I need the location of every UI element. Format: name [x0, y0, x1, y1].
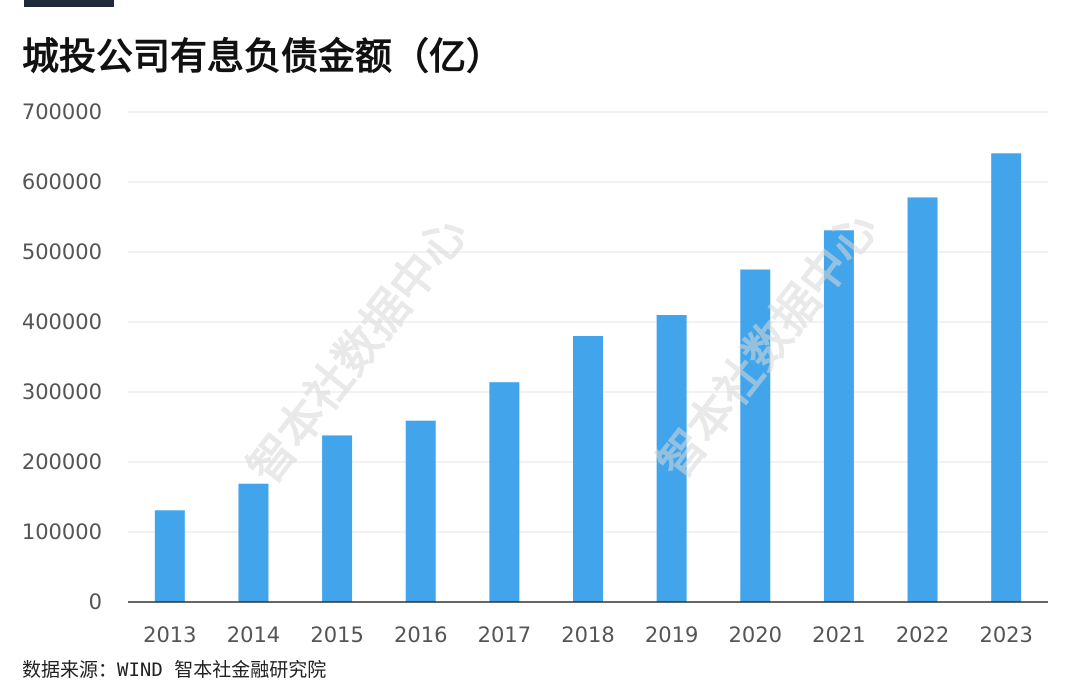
x-tick-label: 2018	[561, 623, 614, 647]
y-tick-label: 0	[89, 590, 102, 614]
y-tick-label: 300000	[22, 380, 102, 404]
bar-2014	[238, 483, 269, 602]
x-tick-label: 2016	[394, 623, 447, 647]
x-tick-label: 2013	[143, 623, 196, 647]
x-tick-label: 2014	[227, 623, 280, 647]
x-tick-label: 2022	[896, 623, 949, 647]
bar-2020	[740, 269, 771, 602]
bar-2023	[991, 153, 1022, 603]
chart-title: 城投公司有息负债金额（亿）	[22, 35, 503, 78]
bar-2022	[907, 197, 938, 602]
y-tick-label: 600000	[22, 170, 102, 194]
bar-2013	[154, 510, 185, 602]
bar-2018	[573, 336, 603, 602]
title-accent-bar	[24, 0, 114, 7]
x-tick-label: 2015	[310, 623, 363, 647]
bar-2017	[489, 382, 520, 602]
bar-2016	[405, 420, 436, 602]
x-tick-label: 2017	[478, 623, 531, 647]
y-tick-label: 200000	[22, 450, 102, 474]
y-tick-label: 700000	[22, 100, 102, 124]
y-tick-label: 400000	[22, 310, 102, 334]
data-source-note: 数据来源：WIND 智本社金融研究院	[22, 659, 327, 681]
watermark-text: 智本社数据中心	[237, 207, 478, 494]
bar-2021	[823, 230, 854, 603]
bar-2015	[322, 435, 353, 602]
y-tick-label: 100000	[22, 520, 102, 544]
x-tick-label: 2020	[729, 623, 782, 647]
x-tick-label: 2023	[979, 623, 1032, 647]
bar-2019	[656, 315, 687, 602]
x-tick-label: 2019	[645, 623, 698, 647]
x-tick-label: 2021	[812, 623, 865, 647]
y-tick-label: 500000	[22, 240, 102, 264]
